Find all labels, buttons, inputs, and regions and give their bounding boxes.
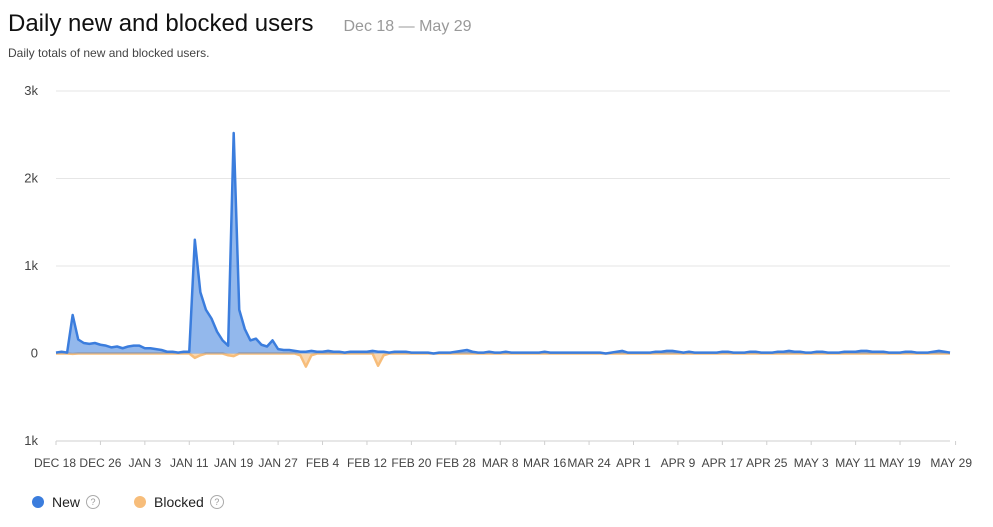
- y-axis: 3k 2k 1k 0 1k: [24, 83, 38, 448]
- y-tick-label: 3k: [24, 83, 38, 98]
- x-tick-label: FEB 20: [391, 456, 431, 470]
- series-line-blocked[interactable]: [56, 352, 950, 368]
- x-tick-label: FEB 28: [436, 456, 476, 470]
- legend: New ? Blocked ?: [32, 494, 258, 510]
- question-circle-icon[interactable]: ?: [209, 495, 224, 509]
- series-layer: [55, 131, 951, 368]
- x-tick-label: JAN 3: [129, 456, 162, 470]
- chart-header: Daily new and blocked users Dec 18 — May…: [8, 10, 472, 38]
- y-tick-label: 0: [31, 346, 38, 361]
- x-tick-label: MAR 24: [567, 456, 611, 470]
- y-tick-label: 1k: [24, 258, 38, 273]
- y-tick-label: 1k: [24, 433, 38, 448]
- legend-item-new[interactable]: New ?: [32, 494, 101, 510]
- grid-lines: [56, 90, 950, 442]
- legend-swatch-new: [32, 496, 44, 508]
- x-tick-label: APR 9: [661, 456, 696, 470]
- x-tick-label: MAR 8: [482, 456, 519, 470]
- date-range[interactable]: Dec 18 — May 29: [343, 18, 472, 35]
- legend-item-blocked[interactable]: Blocked ?: [134, 494, 224, 510]
- x-tick-label: FEB 4: [306, 456, 340, 470]
- x-tick-label: MAY 29: [930, 456, 972, 470]
- x-tick-label: FEB 12: [347, 456, 387, 470]
- x-tick-label: JAN 27: [258, 456, 298, 470]
- x-axis: DEC 18 DEC 26 JAN 3 JAN 11 JAN 19 JAN 27 FEB 4…: [34, 441, 972, 470]
- x-tick-label: MAY 3: [794, 456, 829, 470]
- x-tick-label: MAR 16: [523, 456, 567, 470]
- chart-title: Daily new and blocked users: [8, 10, 314, 37]
- x-tick-label: JAN 11: [170, 456, 209, 470]
- legend-label-new: New: [52, 494, 81, 510]
- x-tick-label: MAY 11: [835, 456, 876, 470]
- legend-label-blocked: Blocked: [154, 494, 204, 510]
- x-tick-label: JAN 19: [214, 456, 254, 470]
- x-tick-label: APR 1: [616, 456, 651, 470]
- x-tick-label: DEC 26: [79, 456, 121, 470]
- x-tick-label: APR 17: [702, 456, 744, 470]
- question-circle-icon[interactable]: ?: [86, 495, 101, 509]
- chart-subtitle: Daily totals of new and blocked users.: [8, 46, 210, 60]
- x-tick-label: MAY 19: [879, 456, 921, 470]
- series-line-new[interactable]: [55, 131, 951, 355]
- y-tick-label: 2k: [24, 171, 38, 186]
- legend-swatch-blocked: [134, 496, 147, 508]
- series-area-new: [56, 133, 950, 354]
- x-tick-label: DEC 18: [34, 456, 76, 470]
- x-tick-label: APR 25: [746, 456, 788, 470]
